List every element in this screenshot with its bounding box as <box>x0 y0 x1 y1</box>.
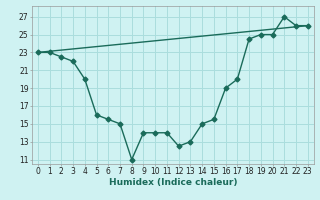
X-axis label: Humidex (Indice chaleur): Humidex (Indice chaleur) <box>108 178 237 187</box>
